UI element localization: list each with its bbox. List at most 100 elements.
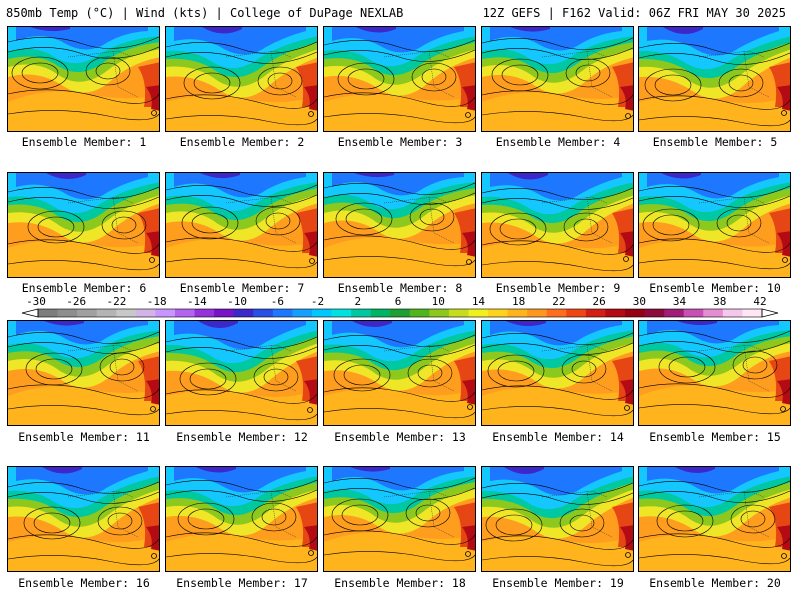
colorbar-cell [722,309,743,317]
colorbar-tick-label: 2 [354,295,361,308]
colorbar-cell [311,309,333,317]
ensemble-member-map [638,26,791,132]
ensemble-member-map [7,320,160,426]
ensemble-member-label: Ensemble Member: 8 [337,281,463,295]
temperature-field [166,467,317,571]
colorbar-tick-label: -2 [311,295,324,308]
ensemble-member-label: Ensemble Member: 6 [21,281,147,295]
colorbar-cell [409,309,430,317]
colorbar-tick-label: 10 [432,295,445,308]
ensemble-member-map [323,26,476,132]
colorbar-cell [527,309,548,317]
ensemble-member-map [7,466,160,572]
colorbar-cell [116,309,137,317]
colorbar-cell [546,309,567,317]
colorbar-cell [370,309,391,317]
colorbar-cell [605,309,626,317]
temperature-field [482,173,633,277]
colorbar-tick-label: 6 [395,295,402,308]
ensemble-member-map [481,466,634,572]
ensemble-member-map [165,172,318,278]
ensemble-member-label: Ensemble Member: 12 [176,430,308,444]
ensemble-member-map [165,26,318,132]
temperature-field [482,467,633,571]
colorbar-tick-label: 14 [472,295,486,308]
colorbar-cell [664,309,685,317]
ensemble-member-label: Ensemble Member: 4 [495,135,621,149]
colorbar-cell [644,309,665,317]
colorbar-tick-label: -30 [26,295,46,308]
colorbar-cell [448,309,469,317]
colorbar-tick-label: -18 [147,295,167,308]
colorbar-cell [194,309,215,317]
temperature-field [324,27,475,131]
ensemble-member-label: Ensemble Member: 18 [334,576,466,590]
colorbar-cell [351,309,372,317]
ensemble-member-label: Ensemble Member: 2 [179,135,305,149]
colorbar-cell [77,309,98,317]
colorbar-cell [331,309,352,317]
ensemble-member-map [7,172,160,278]
colorbar-cell [683,309,704,317]
ensemble-member-label: Ensemble Member: 13 [334,430,466,444]
colorbar-cell [390,309,411,317]
ensemble-member-map [165,320,318,426]
colorbar-cell [57,309,78,317]
colorbar-tick-label: 22 [552,295,565,308]
colorbar-cell [625,309,646,317]
temperature-field [639,27,790,131]
ensemble-member-map [7,26,160,132]
colorbar-cell [292,309,313,317]
ensemble-member-map [481,172,634,278]
temperature-field [324,321,475,425]
colorbar-cell [429,309,450,317]
colorbar-cell [174,309,196,317]
colorbar-cell [253,309,274,317]
colorbar-outline [37,308,763,318]
colorbar-tick-label: 34 [673,295,687,308]
temperature-field [639,173,790,277]
colorbar-right-arrow [761,308,779,318]
colorbar-cell [38,309,59,317]
colorbar-tick-label: 26 [592,295,605,308]
colorbar-tick-label: -6 [271,295,284,308]
ensemble-member-label: Ensemble Member: 1 [21,135,147,149]
colorbar-left-arrow [21,308,39,318]
ensemble-member-label: Ensemble Member: 19 [492,576,624,590]
ensemble-member-map [481,320,634,426]
colorbar-cell [703,309,724,317]
ensemble-member-label: Ensemble Member: 9 [495,281,621,295]
colorbar-cell [233,309,254,317]
colorbar-tick-label: -14 [187,295,207,308]
ensemble-member-label: Ensemble Member: 11 [18,430,150,444]
ensemble-member-label: Ensemble Member: 16 [18,576,150,590]
temperature-field [639,321,790,425]
colorbar-cell [135,309,156,317]
ensemble-member-label: Ensemble Member: 3 [337,135,463,149]
colorbar-cell [155,309,176,317]
temperature-field [166,321,317,425]
ensemble-member-map [638,172,791,278]
colorbar-cell [585,309,606,317]
ensemble-member-map [165,466,318,572]
temperature-field [166,173,317,277]
ensemble-member-map [638,320,791,426]
colorbar-tick-label: -10 [227,295,247,308]
temperature-field [639,467,790,571]
ensemble-member-label: Ensemble Member: 15 [649,430,781,444]
colorbar-cell [468,309,489,317]
colorbar-cell [96,309,117,317]
colorbar-tick-label: 30 [633,295,646,308]
temperature-field [324,467,475,571]
colorbar-cell [742,309,763,317]
ensemble-member-label: Ensemble Member: 7 [179,281,305,295]
ensemble-member-map [323,320,476,426]
ensemble-member-map [638,466,791,572]
colorbar-cell [272,309,293,317]
colorbar-tick-label: 42 [753,295,766,308]
ensemble-member-map [323,466,476,572]
temperature-colorbar: -30 -26 -22 -18 -14 -10 -6 -2 2 6 10 14 18 22 26 30 34 38… [21,295,779,318]
colorbar-tick-label: -26 [66,295,86,308]
ensemble-member-label: Ensemble Member: 5 [652,135,778,149]
colorbar-tick-label: 38 [713,295,726,308]
